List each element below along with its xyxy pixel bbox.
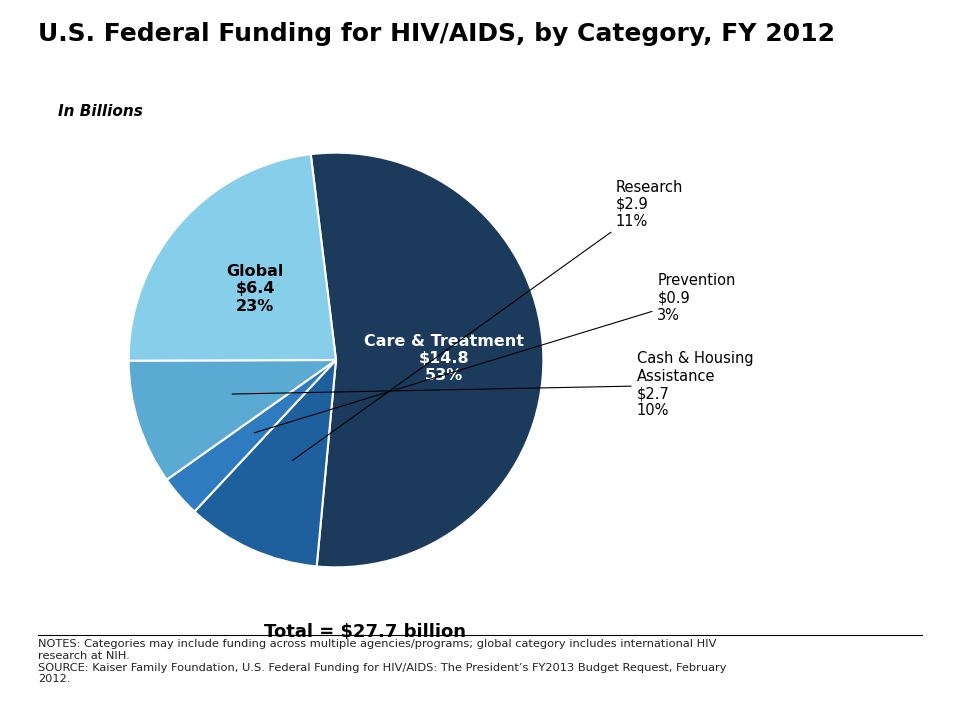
Wedge shape (311, 153, 543, 567)
Text: Prevention
$0.9
3%: Prevention $0.9 3% (254, 273, 735, 433)
Text: NOTES: Categories may include funding across multiple agencies/programs; global : NOTES: Categories may include funding ac… (38, 639, 727, 684)
Text: THE HENRY J.: THE HENRY J. (853, 654, 899, 660)
Text: Research
$2.9
11%: Research $2.9 11% (293, 179, 684, 461)
Wedge shape (195, 360, 336, 567)
Text: In Billions: In Billions (58, 104, 142, 120)
Text: Care & Treatment
$14.8
53%: Care & Treatment $14.8 53% (364, 333, 524, 383)
Text: Global
$6.4
23%: Global $6.4 23% (227, 264, 284, 314)
Text: FOUNDATION: FOUNDATION (851, 697, 901, 706)
Text: KAISER: KAISER (849, 665, 903, 678)
Text: Cash & Housing
Assistance
$2.7
10%: Cash & Housing Assistance $2.7 10% (232, 351, 754, 418)
Wedge shape (129, 360, 336, 480)
Text: Total = $27.7 billion: Total = $27.7 billion (264, 623, 466, 641)
Wedge shape (167, 360, 336, 512)
Wedge shape (129, 154, 336, 361)
Text: FAMILY: FAMILY (850, 680, 902, 693)
Text: U.S. Federal Funding for HIV/AIDS, by Category, FY 2012: U.S. Federal Funding for HIV/AIDS, by Ca… (38, 22, 835, 45)
